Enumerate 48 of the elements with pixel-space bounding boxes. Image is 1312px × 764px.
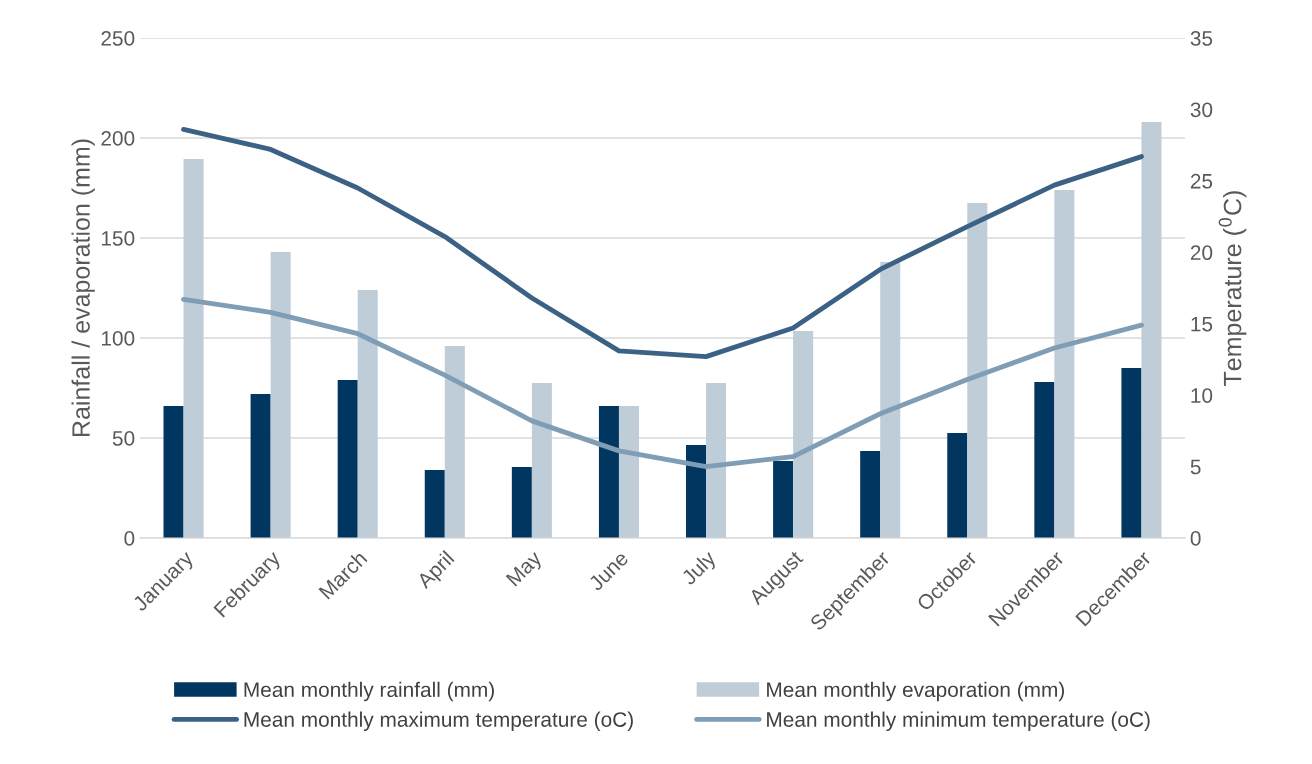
y2-tick-label: 35 (1190, 31, 1213, 46)
bar (250, 394, 271, 538)
bar (163, 406, 184, 538)
x-tick-label: May (505, 549, 546, 590)
y2-tick-label: 15 (1191, 316, 1213, 332)
bar (598, 406, 619, 538)
bar (706, 383, 727, 538)
y-tick-label: 250 (101, 31, 135, 46)
bar (967, 203, 988, 538)
bar (880, 262, 901, 538)
y2-tick-label: 20 (1190, 245, 1213, 261)
legend-label: Mean monthly minimum temperature (oC) (767, 711, 1150, 732)
line-series (181, 297, 1144, 469)
y-tick-label: 50 (112, 431, 135, 446)
y2-tick-label: 0 (1190, 531, 1201, 546)
x-tick-label: July (680, 549, 720, 589)
bar (270, 252, 291, 538)
y-tick-label: 100 (101, 331, 135, 346)
y-tick-label: 0 (124, 531, 135, 546)
bar (1054, 190, 1075, 538)
bar (337, 380, 358, 538)
bar (947, 433, 968, 538)
legend-label: Mean monthly evaporation (mm) (767, 681, 1064, 702)
bar (1121, 368, 1142, 538)
bar (531, 383, 552, 538)
y-axis-title: Rainfall / evaporation (mm) (71, 139, 95, 436)
bar (793, 331, 814, 538)
bar (686, 445, 707, 538)
legend-label: Mean monthly maximum temperature (oC) (244, 711, 633, 732)
y2-tick-label: 30 (1190, 102, 1213, 118)
bar (1141, 122, 1162, 538)
bar (424, 470, 445, 538)
bar (183, 159, 204, 538)
y2-tick-label: 25 (1190, 173, 1213, 189)
legend-label: Mean monthly rainfall (mm) (244, 681, 494, 702)
bar (1034, 382, 1055, 538)
bar (511, 467, 532, 538)
y-tick-label: 150 (101, 231, 135, 246)
y2-axis-title: Temperature ($^{0}$C) (1218, 191, 1247, 386)
bar (773, 461, 794, 538)
bar (860, 451, 881, 538)
bar (444, 346, 465, 538)
y2-tick-label: 10 (1191, 388, 1213, 403)
y2-tick-label: 5 (1190, 459, 1201, 475)
bar (357, 290, 378, 538)
y-tick-label: 200 (101, 131, 135, 146)
line-series (181, 127, 1144, 359)
bar (618, 406, 639, 538)
